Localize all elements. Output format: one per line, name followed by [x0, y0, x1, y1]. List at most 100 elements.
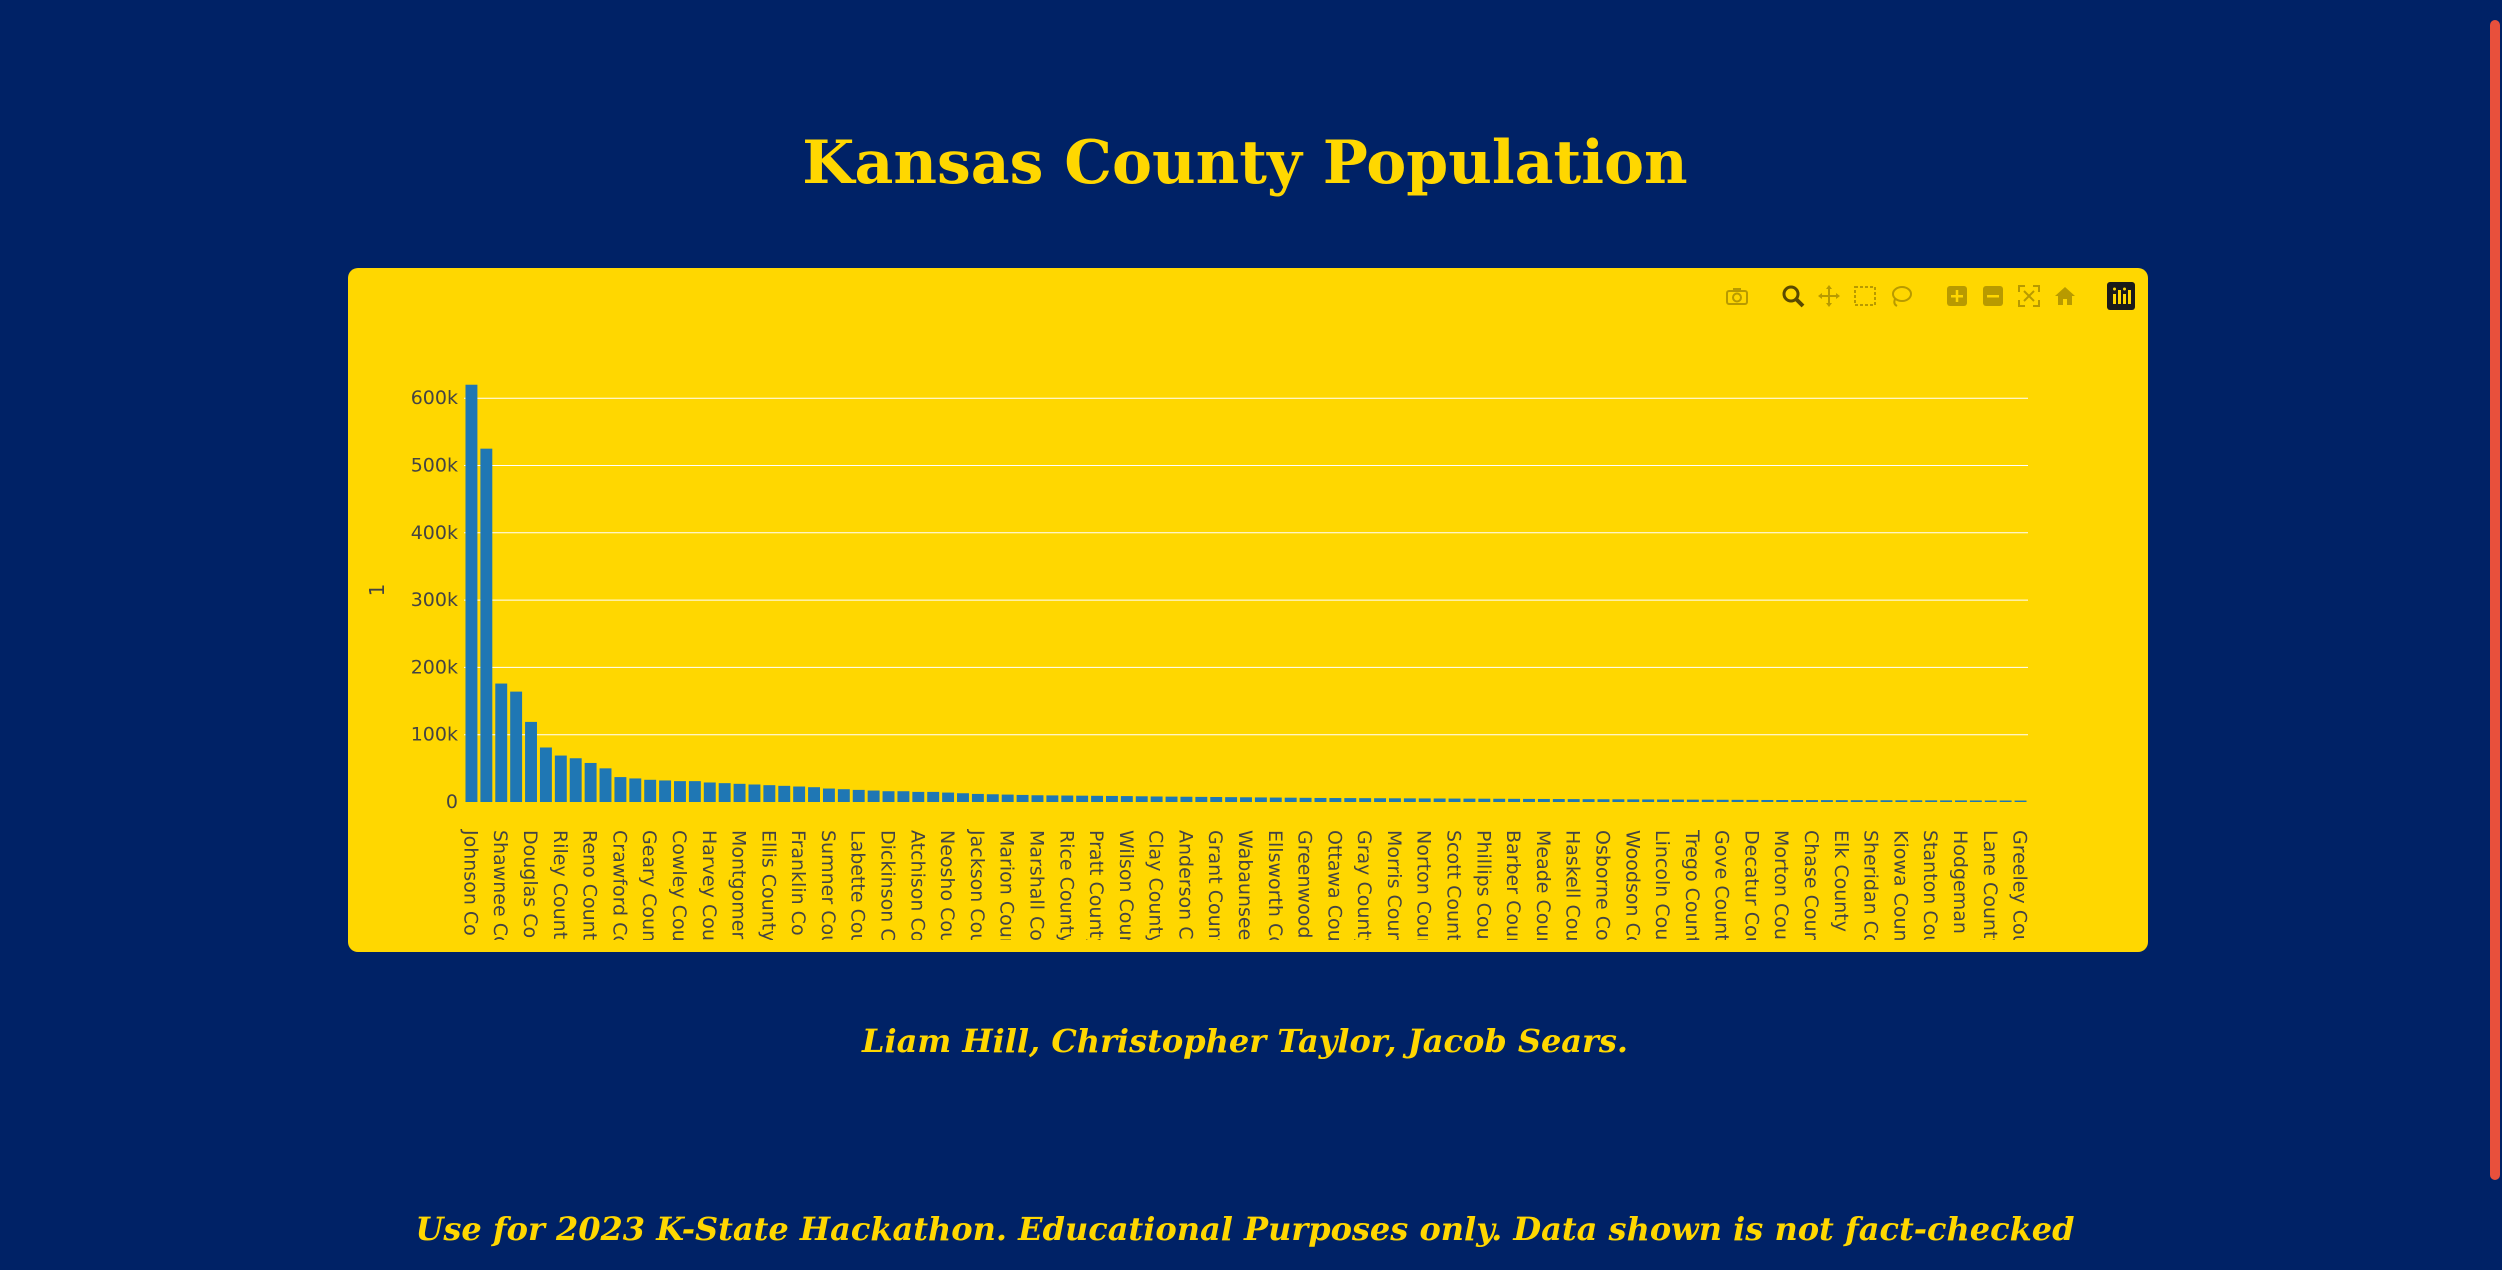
chart-bar[interactable]: [1672, 799, 1684, 802]
chart-bar[interactable]: [659, 780, 672, 802]
chart-bar[interactable]: [1284, 797, 1297, 802]
chart-bar[interactable]: [1999, 800, 2012, 802]
chart-bar[interactable]: [1716, 799, 1729, 802]
chart-bar[interactable]: [1582, 799, 1595, 802]
chart-bar[interactable]: [837, 789, 850, 802]
zoom-in-icon[interactable]: [1942, 281, 1972, 311]
page-scrollbar[interactable]: [2488, 0, 2502, 1270]
chart-bar[interactable]: [1925, 800, 1938, 802]
chart-bar[interactable]: [1880, 800, 1893, 802]
chart-bar[interactable]: [852, 789, 865, 802]
chart-bar[interactable]: [688, 781, 701, 802]
chart-bar[interactable]: [1254, 797, 1267, 802]
chart-bar[interactable]: [614, 777, 627, 802]
chart-bar[interactable]: [1448, 798, 1461, 802]
scrollbar-thumb[interactable]: [2490, 20, 2500, 1180]
chart-bar[interactable]: [1210, 797, 1223, 802]
chart-bar[interactable]: [1865, 800, 1878, 802]
chart-bar[interactable]: [1359, 798, 1372, 802]
chart-bar[interactable]: [1180, 796, 1193, 802]
chart-bar[interactable]: [1001, 794, 1014, 802]
chart-bar[interactable]: [748, 784, 761, 802]
chart-bar[interactable]: [1686, 799, 1699, 802]
chart-bar[interactable]: [1388, 798, 1401, 802]
zoom-icon[interactable]: [1778, 281, 1808, 311]
chart-bar[interactable]: [822, 788, 835, 802]
chart-bar[interactable]: [1761, 799, 1774, 802]
home-icon[interactable]: [2050, 281, 2080, 311]
chart-bar[interactable]: [718, 783, 731, 802]
chart-bar[interactable]: [1076, 795, 1089, 802]
chart-bar[interactable]: [1567, 799, 1580, 802]
camera-icon[interactable]: [1722, 281, 1752, 311]
chart-bar[interactable]: [1299, 797, 1312, 802]
chart-bar[interactable]: [912, 791, 925, 802]
chart-bar[interactable]: [2014, 800, 2027, 802]
chart-bar[interactable]: [539, 747, 552, 802]
chart-bar[interactable]: [569, 758, 582, 802]
chart-bar[interactable]: [1478, 798, 1491, 802]
chart-bar[interactable]: [1150, 796, 1163, 802]
chart-bar[interactable]: [1746, 799, 1759, 802]
chart-bar[interactable]: [599, 768, 612, 802]
chart-bar[interactable]: [1016, 794, 1029, 802]
chart-bar[interactable]: [1165, 796, 1178, 802]
chart-bar[interactable]: [1806, 800, 1818, 802]
chart-bar[interactable]: [1314, 797, 1327, 802]
chart-bar[interactable]: [1344, 798, 1357, 802]
chart-bar[interactable]: [1969, 800, 1982, 802]
chart-bar[interactable]: [525, 721, 537, 802]
chart-bar[interactable]: [1135, 796, 1148, 802]
chart-bar[interactable]: [1433, 798, 1446, 802]
autoscale-icon[interactable]: [2014, 281, 2044, 311]
chart-bar[interactable]: [808, 787, 820, 802]
chart-bar[interactable]: [1642, 799, 1655, 802]
chart-bar[interactable]: [778, 785, 791, 802]
chart-bar[interactable]: [1374, 798, 1387, 802]
chart-bar[interactable]: [554, 755, 567, 802]
chart-bar[interactable]: [1776, 800, 1789, 802]
chart-bar[interactable]: [942, 792, 955, 802]
chart-bar[interactable]: [1984, 800, 1997, 802]
chart-bar[interactable]: [480, 448, 493, 802]
chart-bar[interactable]: [1240, 797, 1252, 802]
chart-bar[interactable]: [1031, 795, 1044, 802]
chart-bar[interactable]: [1225, 797, 1238, 802]
chart-bar[interactable]: [465, 384, 478, 802]
chart-bar[interactable]: [867, 790, 880, 802]
chart-bar[interactable]: [1523, 798, 1535, 802]
chart-bar[interactable]: [957, 793, 969, 802]
chart-bar[interactable]: [1508, 798, 1521, 802]
chart-bar[interactable]: [1046, 795, 1059, 802]
box-select-icon[interactable]: [1850, 281, 1880, 311]
chart-bar[interactable]: [793, 786, 806, 802]
chart-bar[interactable]: [1418, 798, 1431, 802]
chart-bar[interactable]: [584, 762, 597, 802]
chart-bar[interactable]: [644, 779, 657, 802]
chart-bar[interactable]: [1552, 799, 1565, 802]
chart-bar[interactable]: [1657, 799, 1670, 802]
chart-bar[interactable]: [1955, 800, 1967, 802]
bar-chart[interactable]: 0 100k 200k 300k 400k 500k 600k 1 Johnson Co Shaw…: [348, 268, 2148, 952]
chart-bar[interactable]: [1791, 800, 1804, 802]
chart-bar[interactable]: [986, 794, 999, 802]
chart-bar[interactable]: [882, 791, 895, 802]
chart-bar[interactable]: [703, 782, 716, 802]
chart-bar[interactable]: [629, 778, 642, 802]
chart-bar[interactable]: [1701, 799, 1714, 802]
chart-bar[interactable]: [510, 691, 523, 802]
pan-icon[interactable]: [1814, 281, 1844, 311]
chart-bar[interactable]: [1061, 795, 1074, 802]
lasso-select-icon[interactable]: [1886, 281, 1916, 311]
chart-bar[interactable]: [897, 791, 910, 802]
chart-bar[interactable]: [1895, 800, 1908, 802]
chart-bar[interactable]: [495, 683, 508, 802]
chart-bar[interactable]: [1835, 800, 1848, 802]
chart-bar[interactable]: [1537, 798, 1550, 802]
chart-bar[interactable]: [1463, 798, 1476, 802]
chart-bar[interactable]: [1269, 797, 1282, 802]
chart-bar[interactable]: [1940, 800, 1953, 802]
chart-bar[interactable]: [763, 785, 776, 802]
chart-bar[interactable]: [1731, 799, 1744, 802]
chart-bar[interactable]: [1120, 796, 1133, 802]
